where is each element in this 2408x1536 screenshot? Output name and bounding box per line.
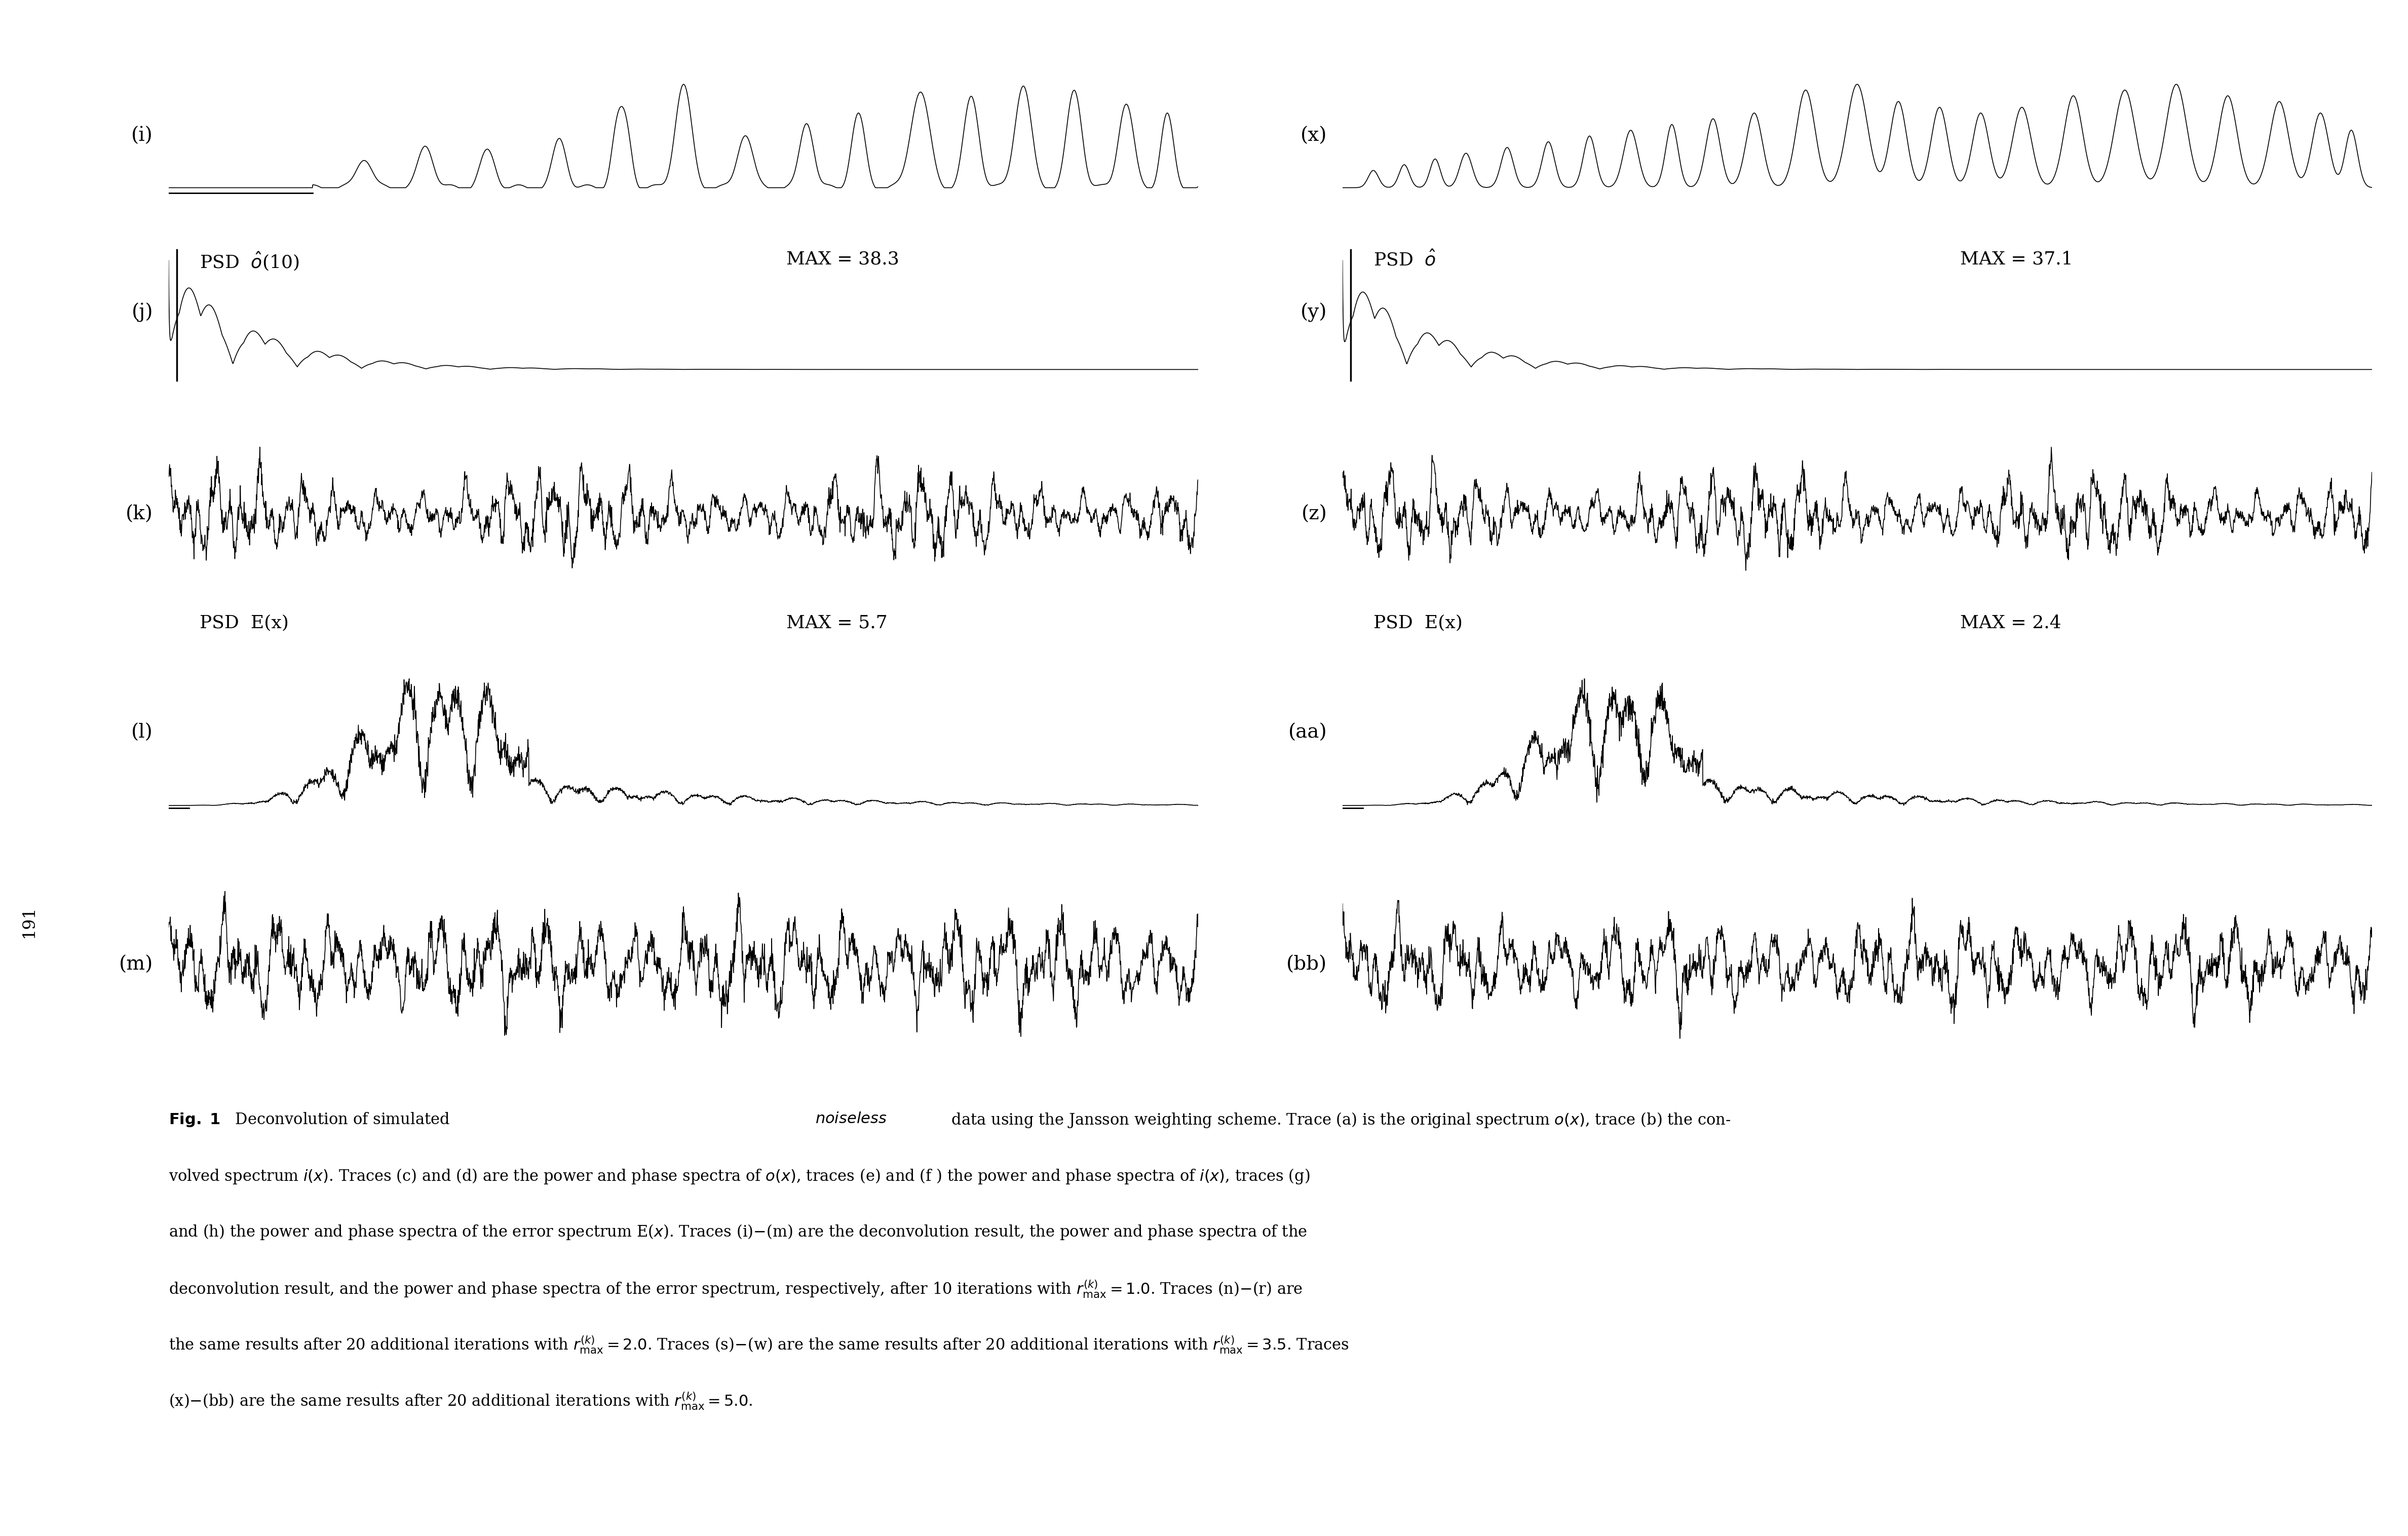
Text: $\it{noiseless}$: $\it{noiseless}$ bbox=[814, 1111, 886, 1127]
Text: MAX = 5.7: MAX = 5.7 bbox=[785, 614, 886, 631]
Text: (l): (l) bbox=[132, 723, 154, 742]
Text: PSD  $\hat{o}$: PSD $\hat{o}$ bbox=[1373, 250, 1435, 269]
Text: (aa): (aa) bbox=[1288, 723, 1327, 742]
Text: volved spectrum $i(x)$. Traces (c) and (d) are the power and phase spectra of $o: volved spectrum $i(x)$. Traces (c) and (… bbox=[169, 1167, 1310, 1186]
Text: (j): (j) bbox=[132, 303, 154, 323]
Text: (m): (m) bbox=[118, 955, 154, 974]
Text: PSD  $\hat{o}$(10): PSD $\hat{o}$(10) bbox=[200, 250, 299, 272]
Text: and (h) the power and phase spectra of the error spectrum E($x$). Traces (i)$-$(: and (h) the power and phase spectra of t… bbox=[169, 1223, 1308, 1241]
Text: MAX = 37.1: MAX = 37.1 bbox=[1960, 250, 2073, 267]
Text: (z): (z) bbox=[1300, 505, 1327, 524]
Text: data using the Jansson weighting scheme. Trace (a) is the original spectrum $o(x: data using the Jansson weighting scheme.… bbox=[946, 1111, 1731, 1129]
Text: deconvolution result, and the power and phase spectra of the error spectrum, res: deconvolution result, and the power and … bbox=[169, 1279, 1303, 1299]
Text: $\mathbf{Fig.\ 1}$   Deconvolution of simulated: $\mathbf{Fig.\ 1}$ Deconvolution of simu… bbox=[169, 1111, 450, 1129]
Text: PSD  E(x): PSD E(x) bbox=[1373, 614, 1462, 631]
Text: the same results after 20 additional iterations with $r^{(k)}_{\mathrm{max}} = 2: the same results after 20 additional ite… bbox=[169, 1335, 1348, 1355]
Text: (bb): (bb) bbox=[1286, 955, 1327, 974]
Text: (y): (y) bbox=[1300, 303, 1327, 323]
Text: MAX = 38.3: MAX = 38.3 bbox=[785, 250, 898, 267]
Text: PSD  E(x): PSD E(x) bbox=[200, 614, 289, 631]
Text: 191: 191 bbox=[22, 905, 36, 938]
Text: (x): (x) bbox=[1300, 126, 1327, 146]
Text: (k): (k) bbox=[125, 505, 154, 524]
Text: (i): (i) bbox=[132, 126, 154, 146]
Text: MAX = 2.4: MAX = 2.4 bbox=[1960, 614, 2061, 631]
Text: (x)$-$(bb) are the same results after 20 additional iterations with $r^{(k)}_{\m: (x)$-$(bb) are the same results after 20… bbox=[169, 1390, 751, 1412]
